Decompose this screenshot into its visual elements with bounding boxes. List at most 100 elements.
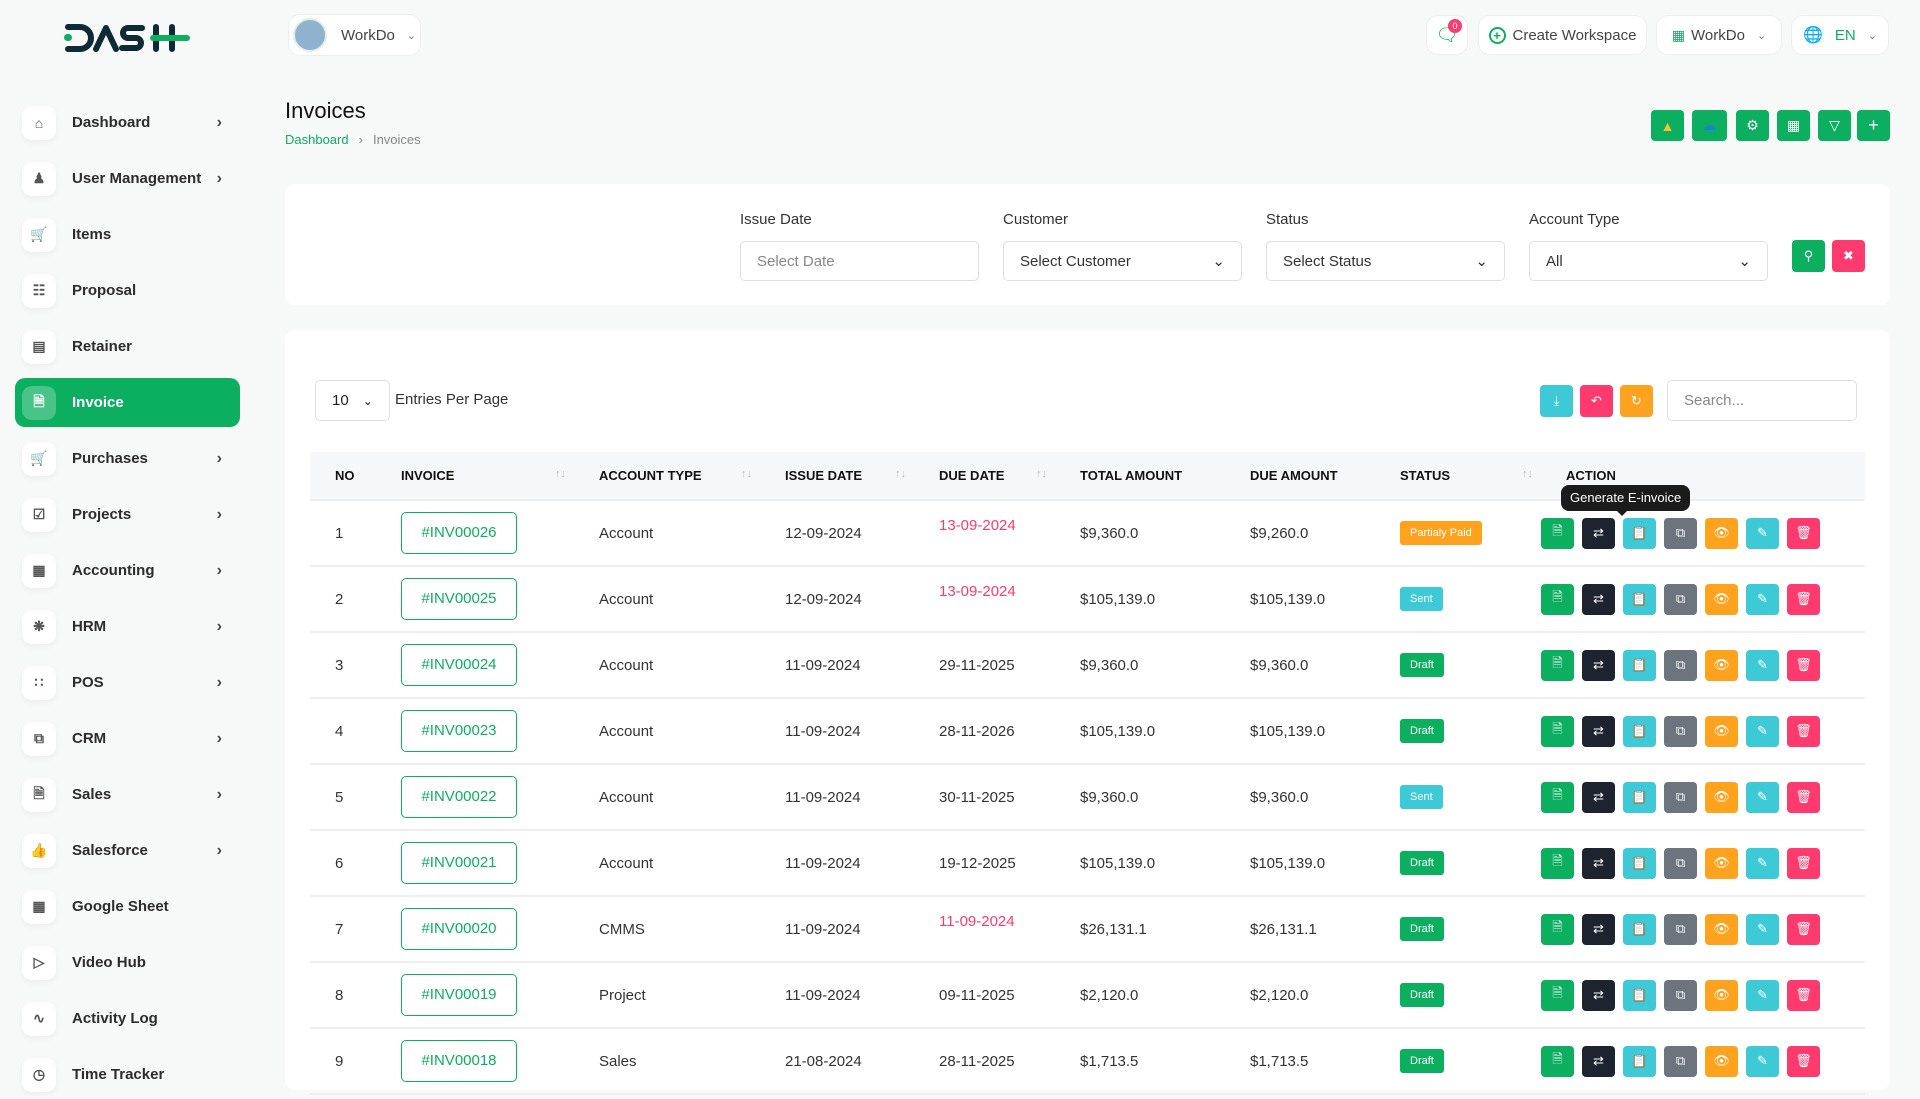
column-header-account-type[interactable]: ACCOUNT TYPE ↑↓ (574, 452, 760, 501)
delete-button[interactable]: 🗑 (1787, 583, 1820, 615)
sidebar-item-invoice[interactable]: 🗎 Invoice (15, 378, 240, 427)
generate-einvoice-button[interactable]: ⇄ (1582, 1045, 1615, 1077)
delete-button[interactable]: 🗑 (1787, 979, 1820, 1011)
generate-einvoice-button[interactable]: ⇄ (1582, 583, 1615, 615)
copy-link-button[interactable]: 📋 (1623, 583, 1656, 615)
generate-einvoice-button[interactable]: ⇄ (1582, 649, 1615, 681)
grid-view-button[interactable]: ▦ (1777, 110, 1810, 141)
download-invoice-button[interactable]: 🗎 (1541, 1045, 1574, 1077)
invoice-link[interactable]: #INV00025 (401, 578, 517, 620)
download-invoice-button[interactable]: 🗎 (1541, 583, 1574, 615)
generate-einvoice-button[interactable]: ⇄ (1582, 781, 1615, 813)
reset-button[interactable]: ↶ (1580, 385, 1613, 417)
delete-button[interactable]: 🗑 (1787, 1045, 1820, 1077)
sidebar-item-projects[interactable]: ☑ Projects › (15, 490, 240, 539)
export-button[interactable]: ⤓ (1540, 385, 1573, 417)
delete-button[interactable]: 🗑 (1787, 517, 1820, 549)
sidebar-item-user-management[interactable]: ♟ User Management › (15, 154, 240, 203)
copy-link-button[interactable]: 📋 (1623, 847, 1656, 879)
google-drive-button[interactable]: ▲ (1651, 110, 1684, 141)
edit-button[interactable]: ✎ (1746, 583, 1779, 615)
edit-button[interactable]: ✎ (1746, 913, 1779, 945)
sidebar-item-purchases[interactable]: 🛒 Purchases › (15, 434, 240, 483)
duplicate-button[interactable]: ⧉ (1664, 979, 1697, 1011)
account-type-select[interactable]: All ⌄ (1529, 241, 1768, 281)
download-invoice-button[interactable]: 🗎 (1541, 847, 1574, 879)
view-button[interactable]: 👁 (1705, 1045, 1738, 1077)
sidebar-item-hrm[interactable]: ❋ HRM › (15, 602, 240, 651)
sidebar-item-sales[interactable]: 🗎 Sales › (15, 770, 240, 819)
edit-button[interactable]: ✎ (1746, 715, 1779, 747)
sidebar-item-accounting[interactable]: ▦ Accounting › (15, 546, 240, 595)
issue-date-input[interactable]: Select Date (740, 241, 979, 281)
edit-button[interactable]: ✎ (1746, 517, 1779, 549)
view-button[interactable]: 👁 (1705, 979, 1738, 1011)
view-button[interactable]: 👁 (1705, 649, 1738, 681)
invoice-link[interactable]: #INV00026 (401, 512, 517, 554)
delete-button[interactable]: 🗑 (1787, 649, 1820, 681)
duplicate-button[interactable]: ⧉ (1664, 913, 1697, 945)
duplicate-button[interactable]: ⧉ (1664, 583, 1697, 615)
reset-filter-button[interactable]: ✖ (1832, 240, 1865, 272)
invoice-link[interactable]: #INV00018 (401, 1040, 517, 1082)
column-header-due-date[interactable]: DUE DATE ↑↓ (914, 452, 1055, 501)
filter-button[interactable]: ▽ (1818, 110, 1851, 141)
generate-einvoice-button[interactable]: ⇄ (1582, 517, 1615, 549)
column-header-invoice[interactable]: INVOICE ↑↓ (376, 452, 574, 501)
view-button[interactable]: 👁 (1705, 715, 1738, 747)
edit-button[interactable]: ✎ (1746, 649, 1779, 681)
search-input[interactable]: Search... (1667, 380, 1857, 421)
copy-link-button[interactable]: 📋 (1623, 649, 1656, 681)
language-dropdown[interactable]: 🌐 EN ⌄ (1791, 15, 1889, 55)
invoice-link[interactable]: #INV00022 (401, 776, 517, 818)
download-invoice-button[interactable]: 🗎 (1541, 715, 1574, 747)
view-button[interactable]: 👁 (1705, 847, 1738, 879)
workspace-dropdown[interactable]: WorkDo ⌄ (288, 14, 421, 56)
invoice-link[interactable]: #INV00024 (401, 644, 517, 686)
generate-einvoice-button[interactable]: ⇄ (1582, 979, 1615, 1011)
invoice-link[interactable]: #INV00023 (401, 710, 517, 752)
status-select[interactable]: Select Status ⌄ (1266, 241, 1505, 281)
copy-link-button[interactable]: 📋 (1623, 913, 1656, 945)
view-button[interactable]: 👁 (1705, 517, 1738, 549)
create-invoice-button[interactable]: + (1857, 110, 1890, 141)
edit-button[interactable]: ✎ (1746, 979, 1779, 1011)
column-header-status[interactable]: STATUS ↑↓ (1375, 452, 1541, 501)
view-button[interactable]: 👁 (1705, 583, 1738, 615)
sidebar-item-items[interactable]: 🛒 Items (15, 210, 240, 259)
copy-link-button[interactable]: 📋 (1623, 715, 1656, 747)
delete-button[interactable]: 🗑 (1787, 715, 1820, 747)
download-invoice-button[interactable]: 🗎 (1541, 649, 1574, 681)
sidebar-item-crm[interactable]: ⧉ CRM › (15, 714, 240, 763)
copy-link-button[interactable]: 📋 (1623, 979, 1656, 1011)
delete-button[interactable]: 🗑 (1787, 847, 1820, 879)
settings-button[interactable]: ⚙ (1736, 110, 1769, 141)
workdo-dropdown[interactable]: ▦ WorkDo ⌄ (1656, 15, 1782, 55)
invoice-link[interactable]: #INV00019 (401, 974, 517, 1016)
duplicate-button[interactable]: ⧉ (1664, 1045, 1697, 1077)
edit-button[interactable]: ✎ (1746, 1045, 1779, 1077)
invoice-link[interactable]: #INV00021 (401, 842, 517, 884)
column-header-issue-date[interactable]: ISSUE DATE ↑↓ (760, 452, 914, 501)
view-button[interactable]: 👁 (1705, 913, 1738, 945)
duplicate-button[interactable]: ⧉ (1664, 649, 1697, 681)
download-invoice-button[interactable]: 🗎 (1541, 781, 1574, 813)
create-workspace-button[interactable]: + Create Workspace (1478, 15, 1647, 55)
generate-einvoice-button[interactable]: ⇄ (1582, 913, 1615, 945)
sidebar-item-pos[interactable]: ∷ POS › (15, 658, 240, 707)
duplicate-button[interactable]: ⧉ (1664, 781, 1697, 813)
sidebar-item-video-hub[interactable]: ▷ Video Hub (15, 938, 240, 987)
customer-select[interactable]: Select Customer ⌄ (1003, 241, 1242, 281)
duplicate-button[interactable]: ⧉ (1664, 517, 1697, 549)
sidebar-item-proposal[interactable]: ☷ Proposal (15, 266, 240, 315)
reload-button[interactable]: ↻ (1620, 385, 1653, 417)
messages-button[interactable]: 🗨 0 (1426, 15, 1468, 55)
download-invoice-button[interactable]: 🗎 (1541, 979, 1574, 1011)
edit-button[interactable]: ✎ (1746, 781, 1779, 813)
entries-select[interactable]: 10 ⌄ (315, 380, 390, 421)
onedrive-button[interactable]: ☁ (1692, 110, 1727, 141)
invoice-link[interactable]: #INV00020 (401, 908, 517, 950)
apply-filter-button[interactable]: ⚲ (1792, 240, 1825, 272)
sidebar-item-retainer[interactable]: ▤ Retainer (15, 322, 240, 371)
download-invoice-button[interactable]: 🗎 (1541, 517, 1574, 549)
